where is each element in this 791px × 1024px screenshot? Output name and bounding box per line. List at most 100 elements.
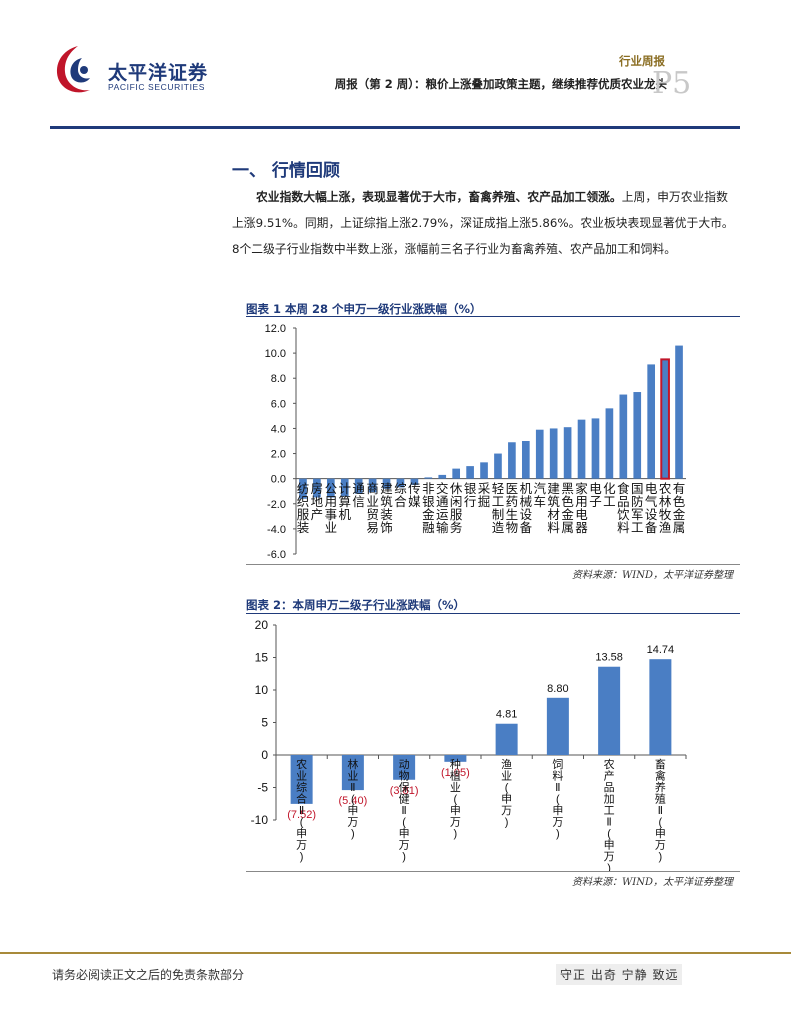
chart1-bar	[605, 408, 614, 479]
chart1-bar	[619, 394, 628, 479]
chart1-x-tick-label: 建筑装饰	[380, 482, 393, 535]
chart1-bar	[535, 429, 544, 479]
chart1-x-tick-label: 综合	[394, 482, 407, 509]
chart2-source: 资料来源：WIND，太平洋证券整理	[572, 877, 733, 888]
chart1-source: 资料来源：WIND，太平洋证券整理	[572, 570, 733, 581]
report-title: 周报（第 2 周）：粮价上涨叠加政策主题，继续推荐优质农业龙头	[334, 77, 667, 91]
chart2-y-tick-label: -10	[251, 813, 269, 827]
chart1-y-tick-label: 8.0	[271, 373, 286, 385]
chart1: 12.0 10.0 8.0 6.0 4.0 2.0 0.0 -2.0 -4.0 -6.0 纺织服装房…	[265, 323, 686, 561]
chart1-y-tick-label: 0.0	[271, 474, 286, 486]
chart1-x-tick-label: 通信	[352, 482, 365, 509]
chart2-x-tick-label: 畜禽养殖 Ⅱ (申万)	[655, 757, 666, 863]
chart1-bar	[508, 442, 516, 479]
section-title: 一、 行情回顾	[232, 161, 340, 181]
chart2-x-tick-label: 农业综合 Ⅱ (申万)	[296, 757, 307, 863]
chart2-x-tick-label: 农产品加工 Ⅱ (申万)	[604, 757, 615, 871]
header-divider	[50, 126, 740, 129]
chart2-y-tick-label: 0	[261, 748, 268, 762]
chart1-x-tick-label: 电气设备	[645, 482, 658, 535]
chart2-y-tick-label: 15	[255, 651, 269, 665]
chart1-x-tick-label: 家用电器	[575, 481, 588, 535]
chart2-bottom-rule	[246, 871, 740, 872]
chart2-x-tick-label: 渔业(申万)	[501, 758, 512, 829]
chart1-bar	[452, 468, 461, 479]
logo-icon	[56, 46, 90, 93]
chart2-bar	[649, 659, 672, 755]
chart1-x-tick-label: 电子	[589, 482, 602, 509]
chart1-y-tick-label: -2.0	[267, 499, 286, 511]
chart1-x-tick-label: 商业贸易	[366, 481, 379, 535]
chart1-bar	[354, 478, 363, 494]
chart1-bar	[633, 392, 642, 479]
chart1-x-tick-label: 食品饮料	[617, 481, 630, 535]
chart1-y-tick-label: -6.0	[267, 549, 286, 561]
chart1-x-tick-label: 公用事业	[325, 482, 338, 535]
chart1-bar	[424, 477, 433, 479]
chart2: 20 15 10 5 0 -5 -10 (7.52)农业综合 Ⅱ (申万) (5.40)林业 Ⅱ (申万…	[251, 618, 687, 871]
chart1-x-tick-label: 轻工制造	[492, 482, 505, 535]
chart1-bar	[577, 419, 586, 479]
chart1-bar	[396, 478, 405, 488]
chart2-value-label: (1.05)	[441, 767, 470, 779]
chart2-value-label: 4.81	[496, 709, 517, 721]
chart1-bar	[521, 441, 530, 479]
chart2-bar	[598, 666, 621, 755]
chart1-bar	[340, 478, 349, 497]
chart1-bar	[368, 478, 377, 493]
chart1-x-tick-label: 纺织服装	[297, 482, 310, 535]
chart1-bar	[660, 358, 670, 480]
chart1-bar	[382, 478, 391, 489]
chart1-y-tick-label: 12.0	[265, 323, 286, 335]
chart2-x-tick-label: 种植业(申万)	[450, 757, 461, 840]
company-logo: 太平洋证券 PACIFIC SECURITIES	[50, 40, 210, 100]
chart2-bar	[444, 755, 467, 762]
chart2-bar	[546, 697, 569, 755]
chart1-x-tick-label: 医药生物	[506, 482, 519, 535]
section-paragraph: 农业指数大幅上涨，表现显著优于大市，畜禽养殖、农产品加工领涨。上周，申万农业指数…	[232, 184, 738, 262]
chart2-title: 图表 2：本周申万二级子行业涨跌幅（%）	[246, 598, 466, 612]
chart1-x-tick-label: 汽车	[533, 481, 546, 509]
chart2-value-label: (3.81)	[390, 785, 419, 797]
chart2-x-tick-label: 饲料 Ⅱ (申万)	[552, 758, 563, 840]
chart1-x-tick-label: 传媒	[408, 481, 421, 509]
chart2-x-tick-label: 林业 Ⅱ (申万)	[347, 757, 358, 840]
footer-divider	[0, 952, 791, 954]
chart1-x-tick-label: 建筑材料	[547, 482, 560, 535]
chart1-bottom-rule	[246, 564, 740, 565]
chart2-value-label: 13.58	[595, 652, 623, 664]
chart1-y-tick-label: -4.0	[267, 524, 286, 536]
chart2-bar	[393, 755, 416, 780]
chart1-y-tick-label: 4.0	[271, 423, 286, 435]
chart2-y-tick-label: -5	[257, 781, 268, 795]
chart1-x-tick-label: 黑色金属	[561, 482, 574, 535]
chart1-x-tick-label: 农林牧渔	[659, 482, 672, 535]
chart1-bar	[563, 427, 572, 479]
chart2-top-rule	[246, 613, 740, 614]
footer-disclaimer: 请务必阅读正文之后的免责条款部分	[52, 968, 245, 982]
chart1-bar	[326, 478, 335, 498]
chart1-x-tick-label: 化工	[603, 482, 616, 509]
chart1-x-tick-label: 休闲服务	[450, 482, 463, 535]
chart1-title: 图表 1 本周 28 个申万一级行业涨跌幅（%）	[246, 302, 482, 316]
chart1-x-tick-label: 有色金属	[673, 482, 686, 535]
chart1-bar	[480, 462, 488, 479]
chart1-bar	[299, 478, 307, 499]
chart2-y-tick-label: 20	[255, 618, 269, 632]
chart2-x-tick-label: 动物保健 Ⅱ (申万)	[399, 758, 410, 863]
chart1-x-tick-label: 采掘	[478, 482, 491, 509]
chart1-x-tick-label: 机械设备	[520, 482, 533, 535]
footer-slogan: 守正 出奇 宁静 致远	[556, 964, 683, 985]
chart1-bar	[549, 428, 558, 479]
chart1-y-tick-label: 2.0	[271, 449, 286, 461]
chart1-x-tick-label: 非银金融	[422, 482, 435, 535]
chart1-x-tick-label: 房地产	[311, 481, 324, 522]
logo-text-cn: 太平洋证券	[108, 62, 209, 84]
report-category: 行业周报	[619, 54, 665, 68]
chart2-y-tick-label: 10	[255, 683, 269, 697]
chart1-bar	[410, 478, 419, 485]
chart2-value-label: 8.80	[547, 683, 568, 695]
chart1-y-tick-label: 10.0	[265, 348, 286, 360]
chart2-value-label: (7.52)	[287, 809, 316, 821]
paragraph-body: 上周，申万农业指数上涨9.51%。同期，上证综指上涨2.79%，深证成指上涨5.…	[232, 190, 734, 256]
